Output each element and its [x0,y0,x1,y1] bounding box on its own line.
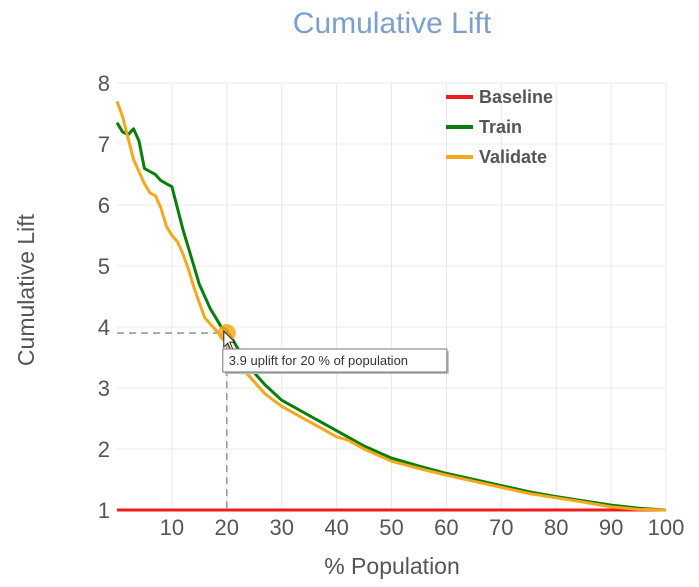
x-tick-label: 50 [379,515,403,540]
x-tick-label: 10 [160,515,184,540]
x-tick-label: 40 [324,515,348,540]
series-layer [115,100,667,512]
x-tick-label: 30 [269,515,293,540]
chart-title: Cumulative Lift [293,7,492,40]
tooltip-text: 3.9 uplift for 20 % of population [229,353,408,368]
x-tick-label: 20 [215,515,239,540]
y-tick-label: 5 [98,254,110,279]
y-tick-label: 7 [98,132,110,157]
legend-item-baseline[interactable]: Baseline [446,87,553,107]
y-tick-label: 6 [98,193,110,218]
legend-label: Train [479,117,522,137]
legend-label: Baseline [479,87,553,107]
y-tick-label: 2 [98,437,110,462]
tooltip: 3.9 uplift for 20 % of population [222,348,449,374]
legend-item-validate[interactable]: Validate [446,147,547,167]
x-tick-label: 60 [434,515,458,540]
y-tick-label: 1 [98,498,110,523]
legend-label: Validate [479,147,547,167]
x-tick-label: 80 [544,515,568,540]
y-tick-label: 8 [98,71,110,96]
x-tick-label: 70 [489,515,513,540]
series-line-train [115,121,667,512]
y-tick-label: 4 [98,315,110,340]
legend[interactable]: Baseline Train Validate [446,87,553,167]
x-tick-label: 100 [648,515,685,540]
x-axis-ticks: 10 20 30 40 50 60 70 80 90 100 [160,515,685,540]
hover-marker[interactable] [217,324,236,343]
y-axis-label: Cumulative Lift [13,213,39,366]
x-axis-label: % Population [324,553,460,579]
legend-item-train[interactable]: Train [446,117,522,137]
x-tick-label: 90 [599,515,623,540]
grid-layer [117,82,667,511]
y-axis-ticks: 1 2 3 4 5 6 7 8 [98,71,110,523]
y-tick-label: 3 [98,376,110,401]
tooltip-box [222,348,448,373]
